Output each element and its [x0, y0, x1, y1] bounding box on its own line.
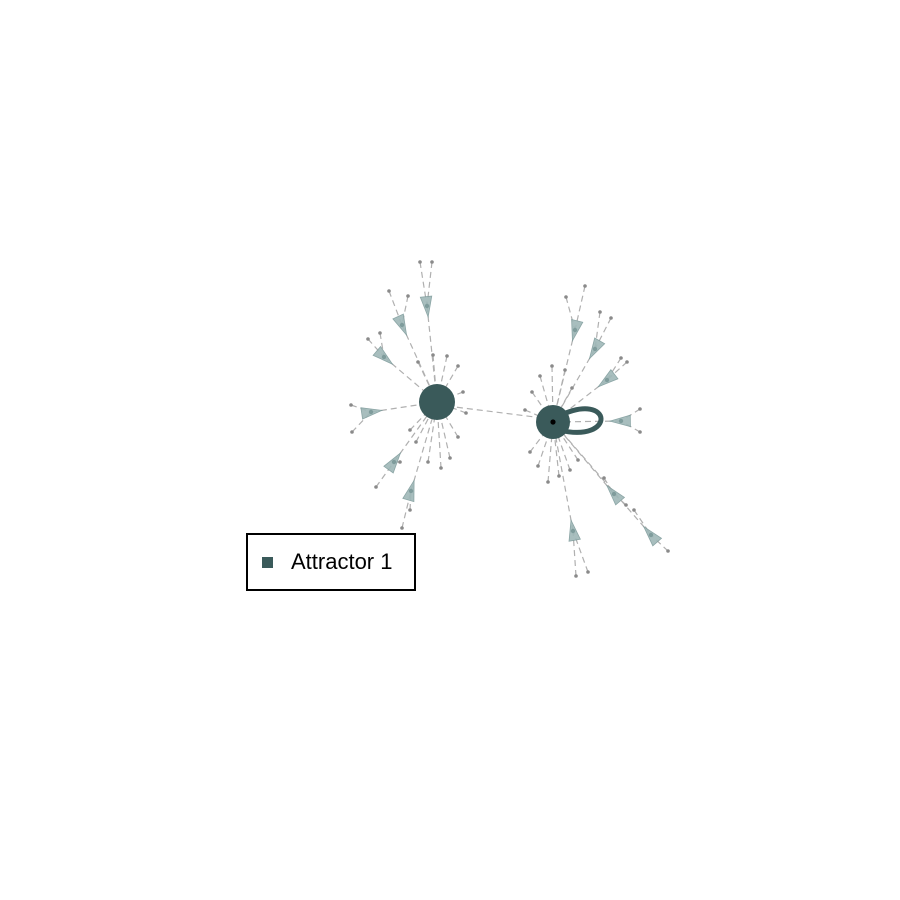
edge-right-leaf-a-6: [572, 530, 577, 577]
leaf-right-direct-10: [530, 390, 534, 394]
leaf-left-b-0: [430, 260, 434, 264]
leaf-left-b-1: [406, 294, 410, 298]
legend-swatch-attractor-1: [262, 556, 273, 568]
leaf-right-direct-7: [546, 480, 550, 484]
leaf-right-direct-5: [568, 468, 572, 472]
leaf-left-direct-9: [426, 460, 430, 464]
leaf-left-a-2: [366, 337, 370, 341]
edge-bridge: [446, 405, 544, 419]
leaf-right-b-0: [564, 295, 568, 299]
leaf-left-b-5: [408, 508, 412, 512]
legend: Attractor 1: [246, 533, 416, 591]
fan-node-right-5-core: [648, 532, 654, 538]
leaf-right-direct-1: [550, 364, 554, 368]
hub-node-left: [419, 384, 455, 420]
edge-right-fan-6: [552, 421, 574, 532]
leaf-right-b-3: [638, 430, 642, 434]
leaf-right-b-1: [598, 310, 602, 314]
leaf-right-direct-2: [563, 368, 567, 372]
fan-node-left-3-core: [368, 409, 374, 415]
leaf-left-direct-10: [414, 440, 418, 444]
leaf-left-direct-1: [431, 353, 435, 357]
fan-node-left-1: [392, 313, 408, 337]
leaf-left-direct-0: [416, 360, 420, 364]
fan-node-right-4-core: [611, 491, 617, 497]
leaf-right-direct-0: [538, 374, 542, 378]
edge-left-direct-10: [415, 401, 438, 443]
leaf-left-direct-7: [448, 456, 452, 460]
leaf-left-direct-3: [456, 364, 460, 368]
fan-node-right-0-core: [572, 327, 578, 333]
fan-node-right-1: [588, 337, 606, 360]
leaf-right-direct-8: [536, 464, 540, 468]
leaf-right-a-3: [638, 407, 642, 411]
edge-right-leaf-b-0: [565, 296, 576, 331]
leaf-right-direct-3: [570, 386, 574, 390]
edge-right-fan-0: [552, 329, 576, 423]
leaf-left-direct-5: [464, 411, 468, 415]
leaf-right-direct-11: [523, 408, 527, 412]
leaf-left-a-0: [418, 260, 422, 264]
leaf-left-direct-8: [439, 466, 443, 470]
edge-right-leaf-a-0: [574, 285, 586, 331]
attractor-state-dot: [550, 419, 556, 425]
leaf-left-direct-4: [461, 390, 465, 394]
leaf-left-direct-11: [408, 428, 412, 432]
edge-right-direct-8: [537, 421, 554, 467]
leaf-left-a-1: [387, 289, 391, 293]
fan-node-left-5: [402, 479, 415, 503]
leaf-right-direct-9: [528, 450, 532, 454]
fan-node-left-2-core: [381, 354, 387, 360]
edge-left-direct-1: [432, 354, 438, 403]
edge-right-leaf-a-5: [650, 534, 669, 552]
leaf-right-b-2: [619, 356, 623, 360]
edge-right-fan-4: [552, 421, 615, 495]
leaf-right-b-6: [586, 570, 590, 574]
fan-node-left-1-core: [399, 322, 405, 328]
leaf-left-b-4: [398, 460, 402, 464]
leaf-left-direct-6: [456, 435, 460, 439]
edge-right-direct-4: [552, 421, 579, 461]
legend-label-attractor-1: Attractor 1: [291, 549, 393, 574]
leaf-left-b-2: [378, 331, 382, 335]
leaf-left-a-5: [400, 526, 404, 530]
leaf-right-direct-6: [557, 474, 561, 478]
leaf-left-b-3: [350, 430, 354, 434]
edge-left-leaf-b-0: [426, 261, 433, 307]
leaf-right-direct-4: [576, 458, 580, 462]
leaf-right-a-2: [625, 360, 629, 364]
fan-node-left-0-core: [424, 303, 430, 309]
edge-right-leaf-b-6: [572, 530, 589, 573]
graph-nodes: [349, 260, 670, 578]
leaf-right-b-5: [632, 508, 636, 512]
leaf-right-a-6: [574, 574, 578, 578]
fan-node-left-4-core: [391, 459, 397, 465]
leaf-right-a-0: [583, 284, 587, 288]
attractor-self-loop: [556, 406, 604, 435]
edge-left-direct-2: [436, 355, 448, 403]
leaf-right-a-4: [602, 476, 606, 480]
fan-node-right-3-core: [618, 418, 624, 424]
leaf-left-a-4: [374, 485, 378, 489]
edge-left-fan-5: [410, 401, 438, 492]
edge-right-direct-0: [539, 375, 554, 423]
edge-right-leaf-a-1: [594, 317, 612, 350]
leaf-right-a-1: [609, 316, 613, 320]
leaf-right-a-5: [666, 549, 670, 553]
fan-node-left-5-core: [408, 488, 414, 494]
fan-node-right-1-core: [592, 346, 598, 352]
leaf-right-b-4: [624, 503, 628, 507]
leaf-left-direct-2: [445, 354, 449, 358]
edge-left-leaf-a-0: [419, 261, 428, 307]
fan-node-right-2-core: [604, 377, 610, 383]
edge-left-direct-0: [417, 361, 438, 403]
leaf-left-a-3: [349, 403, 353, 407]
edge-right-fan-5: [552, 421, 652, 536]
fan-node-right-6-core: [570, 528, 576, 534]
